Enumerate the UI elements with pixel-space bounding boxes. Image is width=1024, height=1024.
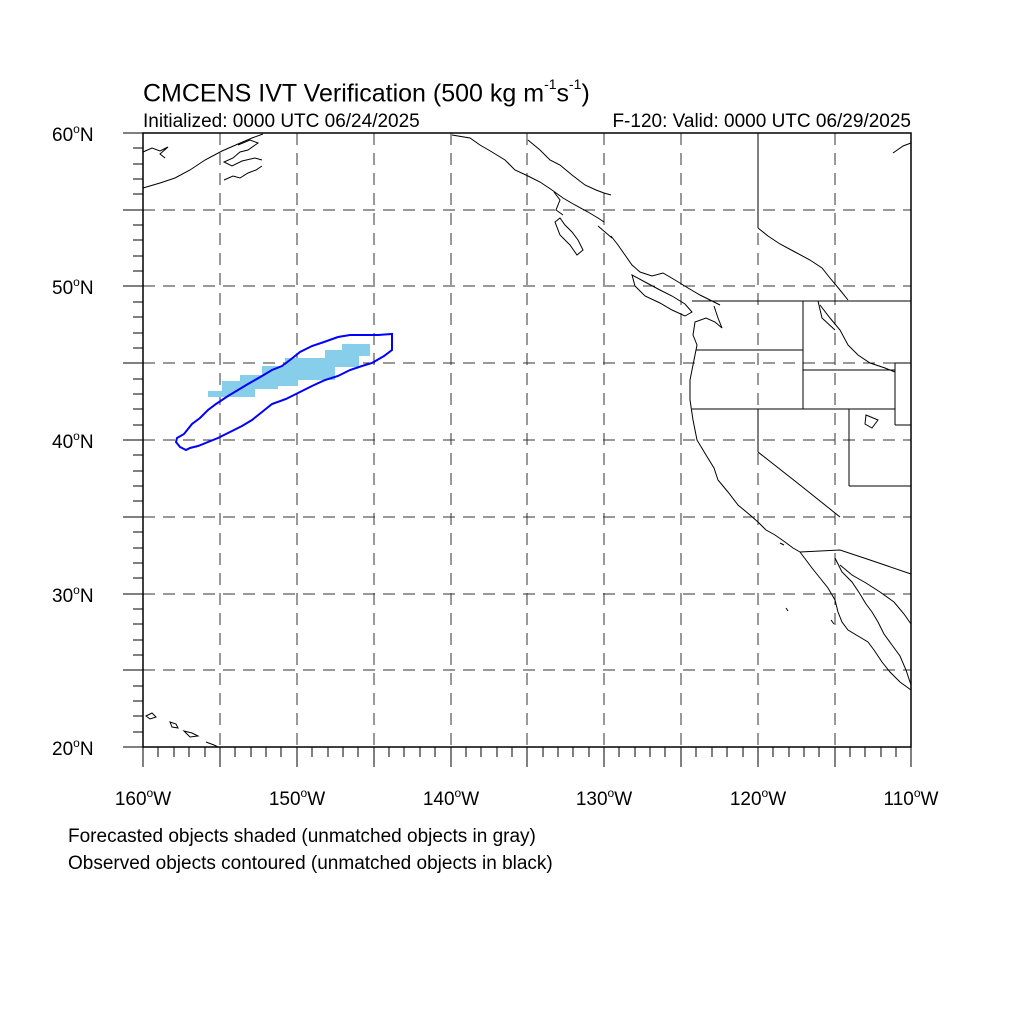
lat-label-40: 40oN [52, 429, 94, 453]
lon-label-110: 110oW [884, 786, 939, 810]
lon-label-130: 130oW [576, 786, 632, 810]
latitude-labels: 60oN 50oN 40oN 30oN 20oN [52, 122, 94, 760]
lat-label-30: 30oN [52, 583, 94, 607]
valid-time-label: F-120: Valid: 0000 UTC 06/29/2025 [612, 111, 911, 132]
gridlines [143, 133, 911, 747]
lon-label-140: 140oW [423, 786, 479, 810]
lat-label-60: 60oN [52, 122, 94, 146]
chart-title: CMCENS IVT Verification (500 kg m-1s-1) [143, 76, 590, 108]
lon-label-160: 160oW [115, 786, 171, 810]
borders [692, 133, 912, 575]
lon-label-150: 150oW [269, 786, 325, 810]
lat-label-50: 50oN [52, 275, 94, 299]
lon-label-120: 120oW [730, 786, 786, 810]
forecast-object [208, 344, 370, 397]
longitude-labels: 160oW 150oW 140oW 130oW 120oW 110oW [115, 786, 939, 810]
observed-object-contour [174, 332, 393, 452]
lat-label-20: 20oN [52, 736, 94, 760]
tick-marks [123, 132, 912, 767]
initialized-label: Initialized: 0000 UTC 06/24/2025 [143, 111, 420, 132]
coastlines [142, 133, 912, 748]
caption-forecast: Forecasted objects shaded (unmatched obj… [68, 826, 536, 847]
caption-observed: Observed objects contoured (unmatched ob… [68, 853, 553, 874]
